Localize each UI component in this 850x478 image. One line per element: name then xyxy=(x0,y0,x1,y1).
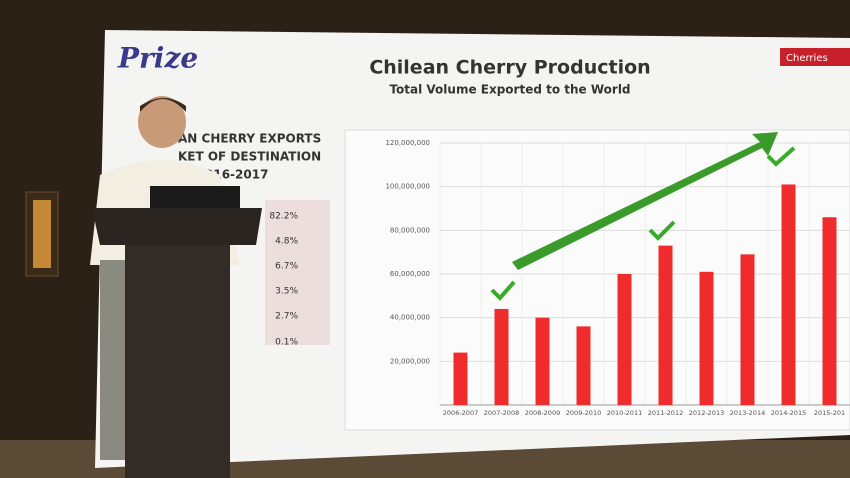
x-tick-label: 2014-2015 xyxy=(771,409,806,417)
check xyxy=(766,146,796,167)
table-title: 016-2017 xyxy=(205,168,268,182)
bar xyxy=(453,352,468,405)
y-tick-label: 100,000,000 xyxy=(385,183,430,191)
table-title: AN CHERRY EXPORTS xyxy=(178,132,321,146)
x-tick-label: 2013-2014 xyxy=(730,409,765,417)
table-cell: 4.8% xyxy=(275,237,298,247)
bar xyxy=(535,317,550,405)
x-tick-label: 2012-2013 xyxy=(689,409,724,417)
y-tick-label: 120,000,000 xyxy=(385,139,430,147)
table-cell: 0.1% xyxy=(275,338,298,348)
bar xyxy=(781,184,796,405)
check xyxy=(490,280,516,301)
brand-badge xyxy=(780,48,850,66)
table-cell: 2.7% xyxy=(275,312,298,322)
x-tick-label: 2006-2007 xyxy=(443,409,478,417)
logo: Prize xyxy=(117,42,198,75)
table-cell: 6.7% xyxy=(275,262,298,272)
x-tick-label: 2008-2009 xyxy=(525,409,560,417)
x-tick-label: 2007-2008 xyxy=(484,409,519,417)
x-tick-label: 2009-2010 xyxy=(566,409,601,417)
y-tick-label: 20,000,000 xyxy=(390,357,430,365)
bar xyxy=(740,254,755,405)
lamp-light xyxy=(33,200,51,268)
x-tick-label: 2011-2012 xyxy=(648,409,683,417)
chart-panel xyxy=(344,129,850,431)
x-tick-label: 2015-201 xyxy=(814,409,845,417)
chart-subtitle: Total Volume Exported to the World xyxy=(389,83,630,97)
plot: 20,000,000 40,000,000 60,000,000 80,000,000… xyxy=(385,139,850,417)
y-tick-label: 60,000,000 xyxy=(390,270,430,278)
check xyxy=(648,220,676,241)
y-tick-label: 80,000,000 xyxy=(390,226,430,234)
brand: Cherries xyxy=(786,53,828,64)
y-tick-label: 40,000,000 xyxy=(390,314,430,322)
table-bg xyxy=(265,200,330,345)
podium xyxy=(125,245,230,478)
bar xyxy=(699,271,714,405)
trend-arrow xyxy=(512,132,778,270)
chart-title: Chilean Cherry Production xyxy=(369,57,650,79)
table-cell: 82.2% xyxy=(269,212,298,222)
bar xyxy=(617,274,632,405)
x-tick-label: 2010-2011 xyxy=(607,409,642,417)
bar xyxy=(494,308,509,405)
bar xyxy=(576,326,591,405)
table-cell: 3.5% xyxy=(275,287,298,297)
bar xyxy=(658,245,673,405)
podium-top xyxy=(92,208,262,245)
table-title: KET OF DESTINATION xyxy=(178,150,321,164)
laptop xyxy=(150,186,240,208)
bar xyxy=(822,217,837,405)
